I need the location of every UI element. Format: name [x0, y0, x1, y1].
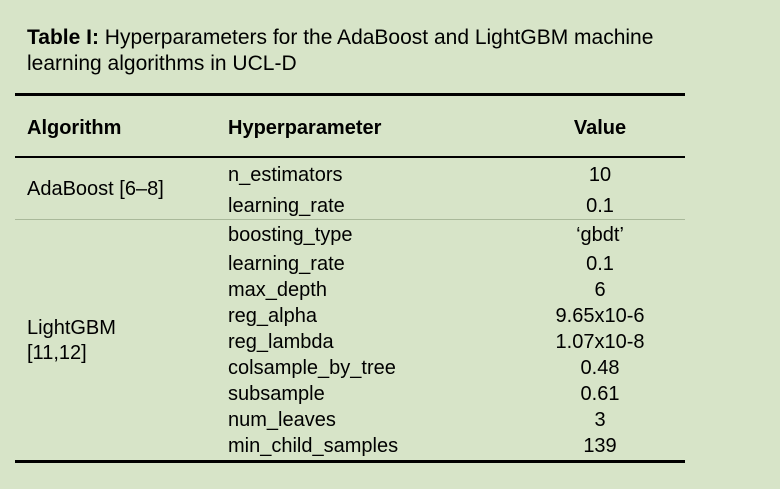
param-cell: max_depth [228, 279, 327, 301]
table-caption: Table I: Hyperparameters for the AdaBoos… [27, 25, 727, 77]
value-cell: 10 [588, 164, 612, 186]
param-cell: reg_lambda [228, 331, 334, 353]
header-value: Value [573, 117, 627, 139]
param-cell: boosting_type [228, 224, 353, 246]
table-top-rule [15, 93, 685, 96]
algorithm-cell-adaboost: AdaBoost [6–8] [27, 178, 164, 200]
table-header-rule [15, 156, 685, 158]
value-cell: 9.65x10-6 [555, 305, 645, 327]
param-cell: learning_rate [228, 253, 345, 275]
algorithm-cell-lightgbm: LightGBM [11,12] [27, 317, 116, 364]
value-cell: 0.1 [586, 253, 614, 275]
param-cell: reg_alpha [228, 305, 317, 327]
value-cell: 1.07x10-8 [555, 331, 645, 353]
value-cell: 139 [583, 435, 617, 457]
group-separator [15, 219, 685, 220]
value-cell: 0.48 [580, 357, 620, 379]
value-cell: ‘gbdt’ [576, 224, 624, 246]
value-cell: 6 [594, 279, 606, 301]
header-algorithm: Algorithm [27, 117, 122, 139]
table-bottom-rule [15, 460, 685, 463]
param-cell: n_estimators [228, 164, 343, 186]
table-caption-text: Hyperparameters for the AdaBoost and Lig… [27, 26, 654, 75]
param-cell: learning_rate [228, 195, 345, 217]
header-hyperparameter: Hyperparameter [228, 117, 382, 139]
value-cell: 0.61 [580, 383, 620, 405]
param-cell: subsample [228, 383, 325, 405]
table-caption-label: Table I: [27, 26, 99, 49]
value-cell: 0.1 [586, 195, 614, 217]
param-cell: num_leaves [228, 409, 336, 431]
param-cell: min_child_samples [228, 435, 399, 457]
param-cell: colsample_by_tree [228, 357, 396, 379]
value-cell: 3 [594, 409, 606, 431]
